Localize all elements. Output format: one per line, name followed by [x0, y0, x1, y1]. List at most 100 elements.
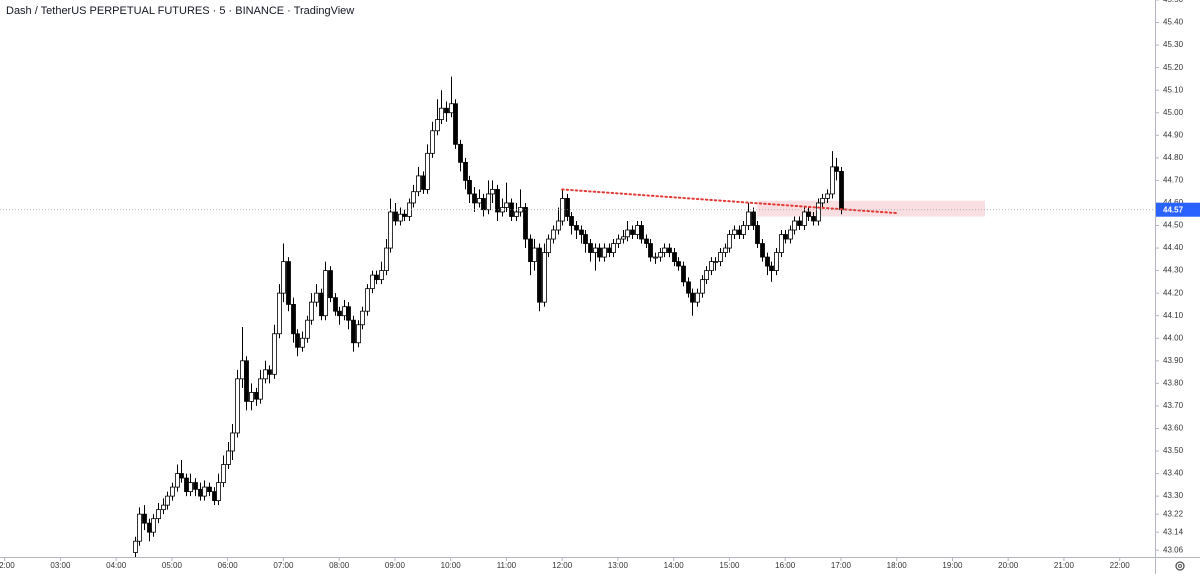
candle-body [449, 103, 454, 114]
y-tick-label: 43.22 [1163, 509, 1184, 518]
y-tick-label: 43.70 [1163, 401, 1184, 410]
x-tick-label: 20:00 [998, 561, 1019, 570]
candle-body [602, 247, 607, 258]
gear-center[interactable] [1178, 564, 1182, 568]
candle-body [240, 360, 245, 380]
candle-body [616, 238, 621, 244]
candle-body [235, 378, 240, 434]
candle-body [514, 211, 519, 217]
candle-body [802, 211, 807, 226]
candle-body [286, 261, 291, 305]
candle-body [249, 391, 254, 402]
candle-body [305, 319, 310, 339]
candle-body [254, 391, 259, 400]
candle-body [384, 247, 389, 272]
y-tick-label: 43.06 [1163, 545, 1184, 554]
candle-body [444, 107, 449, 114]
candle-body [291, 304, 296, 335]
candle-body [207, 486, 212, 493]
y-tick-label: 44.20 [1163, 288, 1184, 297]
settings-icon[interactable] [1175, 561, 1185, 571]
candle-body [244, 360, 249, 402]
x-tick-label: 05:00 [162, 561, 183, 570]
x-tick-label: 15:00 [719, 561, 740, 570]
x-tick-label: 16:00 [775, 561, 796, 570]
candle-layer [133, 76, 844, 557]
candle-body [737, 229, 742, 235]
candle-body [588, 243, 593, 253]
y-tick-label: 45.40 [1163, 18, 1184, 27]
y-tick-label: 43.40 [1163, 469, 1184, 478]
candle-body [816, 202, 821, 222]
candle-body [263, 369, 268, 380]
candle-body [713, 261, 718, 263]
candle-body [425, 152, 430, 190]
candle-body [653, 256, 658, 259]
candle-body [811, 216, 816, 222]
candle-body [607, 247, 612, 253]
candle-body [184, 477, 189, 493]
overlay-layer [0, 188, 1155, 215]
candle-body [672, 252, 677, 262]
x-tick-label: 19:00 [942, 561, 963, 570]
y-tick-label: 43.90 [1163, 356, 1184, 365]
candle-body [797, 220, 802, 226]
candle-body [156, 509, 161, 520]
candle-body [342, 306, 347, 317]
y-tick-label: 44.10 [1163, 311, 1184, 320]
candle-body [142, 513, 147, 524]
candle-body [272, 333, 277, 375]
gear[interactable] [1175, 561, 1185, 571]
candle-body [574, 225, 579, 231]
price-zone [757, 200, 985, 217]
candle-body [258, 378, 263, 400]
candle-body [621, 236, 626, 240]
candle-body [532, 247, 537, 262]
candle-body [337, 310, 342, 317]
candle-body [277, 292, 282, 335]
candle-body [212, 491, 217, 502]
candle-body [495, 189, 500, 213]
candle-body [774, 252, 779, 272]
x-tick-label: 13:00 [608, 561, 629, 570]
candle-body [486, 193, 491, 211]
candle-body [463, 161, 468, 181]
x-tick-label: 04:00 [106, 561, 127, 570]
y-tick-label: 45.20 [1163, 63, 1184, 72]
candle-body [221, 464, 226, 483]
candle-body [783, 234, 788, 240]
candle-body [365, 288, 370, 312]
zone-layer [757, 200, 985, 217]
candle-body [658, 252, 663, 258]
candle-body [356, 324, 361, 344]
candle-body [630, 229, 635, 235]
candle-body [416, 175, 421, 193]
candle-body [323, 270, 328, 317]
candle-body [388, 211, 393, 249]
y-tick-label: 44.00 [1163, 333, 1184, 342]
x-tick-label: 14:00 [664, 561, 685, 570]
candle-body [370, 274, 375, 290]
y-tick-label: 45.30 [1163, 40, 1184, 49]
candle-body [644, 238, 649, 244]
candle-body [175, 473, 180, 488]
candle-body [765, 256, 770, 267]
candle-body [667, 247, 672, 253]
candle-body [346, 306, 351, 321]
last-price-label: 44.57 [1163, 205, 1184, 214]
x-tick-label: 07:00 [273, 561, 294, 570]
y-tick-label: 44.30 [1163, 266, 1184, 275]
y-tick-label: 43.60 [1163, 424, 1184, 433]
candle-body [583, 234, 588, 244]
candle-body [676, 261, 681, 267]
candle-body [398, 213, 403, 222]
chart-title: Dash / TetherUS PERPETUAL FUTURES · 5 · … [6, 5, 354, 17]
candle-body [718, 252, 723, 262]
candle-body [300, 337, 305, 348]
candle-body [295, 333, 300, 348]
candle-body [834, 166, 839, 172]
y-tick-label: 43.30 [1163, 491, 1184, 500]
x-tick-label: 02:00 [0, 561, 15, 570]
